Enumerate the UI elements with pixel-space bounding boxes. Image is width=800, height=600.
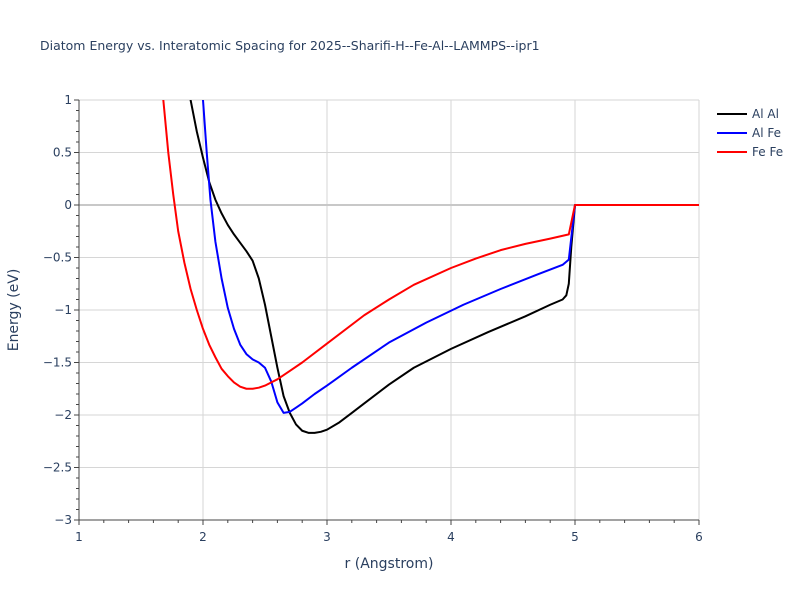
legend-item-al-al[interactable]: Al Al bbox=[717, 107, 779, 121]
y-tick-label: −2.5 bbox=[43, 461, 72, 475]
y-tick-label: −2 bbox=[54, 408, 72, 422]
y-tick-label: −3 bbox=[54, 513, 72, 527]
axis-layer: 1 2 3 4 5 6 1 0.5 0 −0.5 −1 −1.5 −2 −2.5 −3 bbox=[43, 93, 703, 544]
y-axis-title: Energy (eV) bbox=[6, 269, 22, 352]
y-tick-label: −1.5 bbox=[43, 356, 72, 370]
series-line-fe-fe bbox=[162, 100, 699, 390]
grid-layer bbox=[79, 99, 700, 520]
legend-label: Al Al bbox=[752, 107, 779, 121]
legend[interactable]: Al Al Al Fe Fe Fe bbox=[717, 107, 783, 159]
y-tick-label: −0.5 bbox=[43, 251, 72, 265]
x-axis-title: r (Angstrom) bbox=[345, 556, 434, 572]
x-tick-label: 6 bbox=[695, 530, 703, 544]
series-line-al-fe bbox=[202, 100, 699, 414]
series-line-al-al bbox=[189, 100, 699, 434]
y-tick-label: 0.5 bbox=[53, 146, 72, 160]
y-tick-label: 1 bbox=[64, 93, 72, 107]
x-tick-label: 1 bbox=[75, 530, 83, 544]
x-tick-label: 5 bbox=[571, 530, 579, 544]
x-tick-label: 3 bbox=[323, 530, 331, 544]
x-tick-label: 4 bbox=[447, 530, 455, 544]
series-layer bbox=[162, 100, 699, 434]
legend-item-fe-fe[interactable]: Fe Fe bbox=[717, 145, 783, 159]
legend-label: Fe Fe bbox=[752, 145, 783, 159]
legend-item-al-fe[interactable]: Al Fe bbox=[717, 126, 781, 140]
legend-label: Al Fe bbox=[752, 126, 781, 140]
x-tick-label: 2 bbox=[199, 530, 207, 544]
y-tick-label: 0 bbox=[64, 198, 72, 212]
y-tick-label: −1 bbox=[54, 303, 72, 317]
chart-title: Diatom Energy vs. Interatomic Spacing fo… bbox=[40, 38, 540, 53]
